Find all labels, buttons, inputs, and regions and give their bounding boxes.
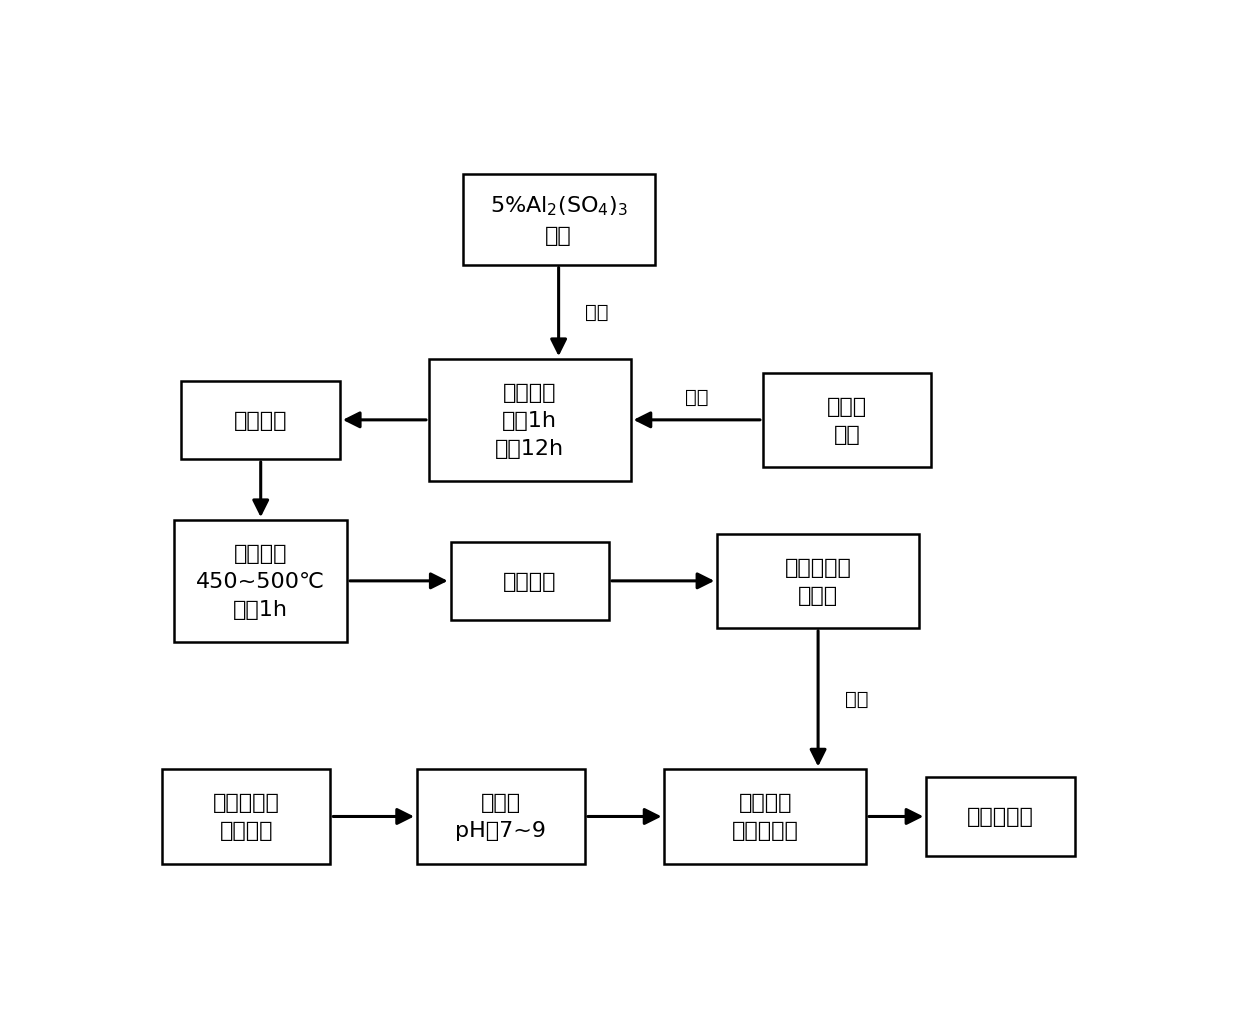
Bar	[463, 175, 655, 266]
Bar	[717, 534, 919, 629]
Text: 5%Al$_2$(SO$_4$)$_3$
溶液: 5%Al$_2$(SO$_4$)$_3$ 溶液	[490, 195, 627, 247]
Text: 垃圾渗滤液
收集过滤: 垃圾渗滤液 收集过滤	[213, 793, 280, 841]
Bar	[926, 777, 1075, 856]
Bar	[429, 360, 631, 481]
Text: 预处理池
搅拌、静置: 预处理池 搅拌、静置	[732, 793, 799, 841]
Bar	[665, 769, 866, 864]
Text: 膨润土
原料: 膨润土 原料	[827, 396, 867, 444]
Text: 破碎: 破碎	[684, 387, 708, 407]
Bar	[162, 769, 330, 864]
Text: 加入: 加入	[844, 690, 868, 708]
Text: 加入: 加入	[585, 303, 609, 322]
Text: 烘干焙烧
450~500℃
时间1h: 烘干焙烧 450~500℃ 时间1h	[196, 543, 325, 620]
Bar	[450, 542, 609, 621]
Text: 后处理工序: 后处理工序	[967, 807, 1034, 826]
Bar	[174, 521, 347, 642]
Text: 粉磨筛选: 粉磨筛选	[503, 572, 557, 591]
Bar	[181, 381, 340, 460]
Bar	[417, 769, 585, 864]
Text: 充分浸泡
搅拌1h
静置12h: 充分浸泡 搅拌1h 静置12h	[495, 382, 564, 459]
Text: 活化膨润土
吸附剂: 活化膨润土 吸附剂	[785, 557, 852, 605]
Text: 调节池
pH为7~9: 调节池 pH为7~9	[455, 793, 547, 841]
Bar	[763, 373, 931, 468]
Text: 抽滤脱水: 抽滤脱水	[234, 411, 288, 430]
